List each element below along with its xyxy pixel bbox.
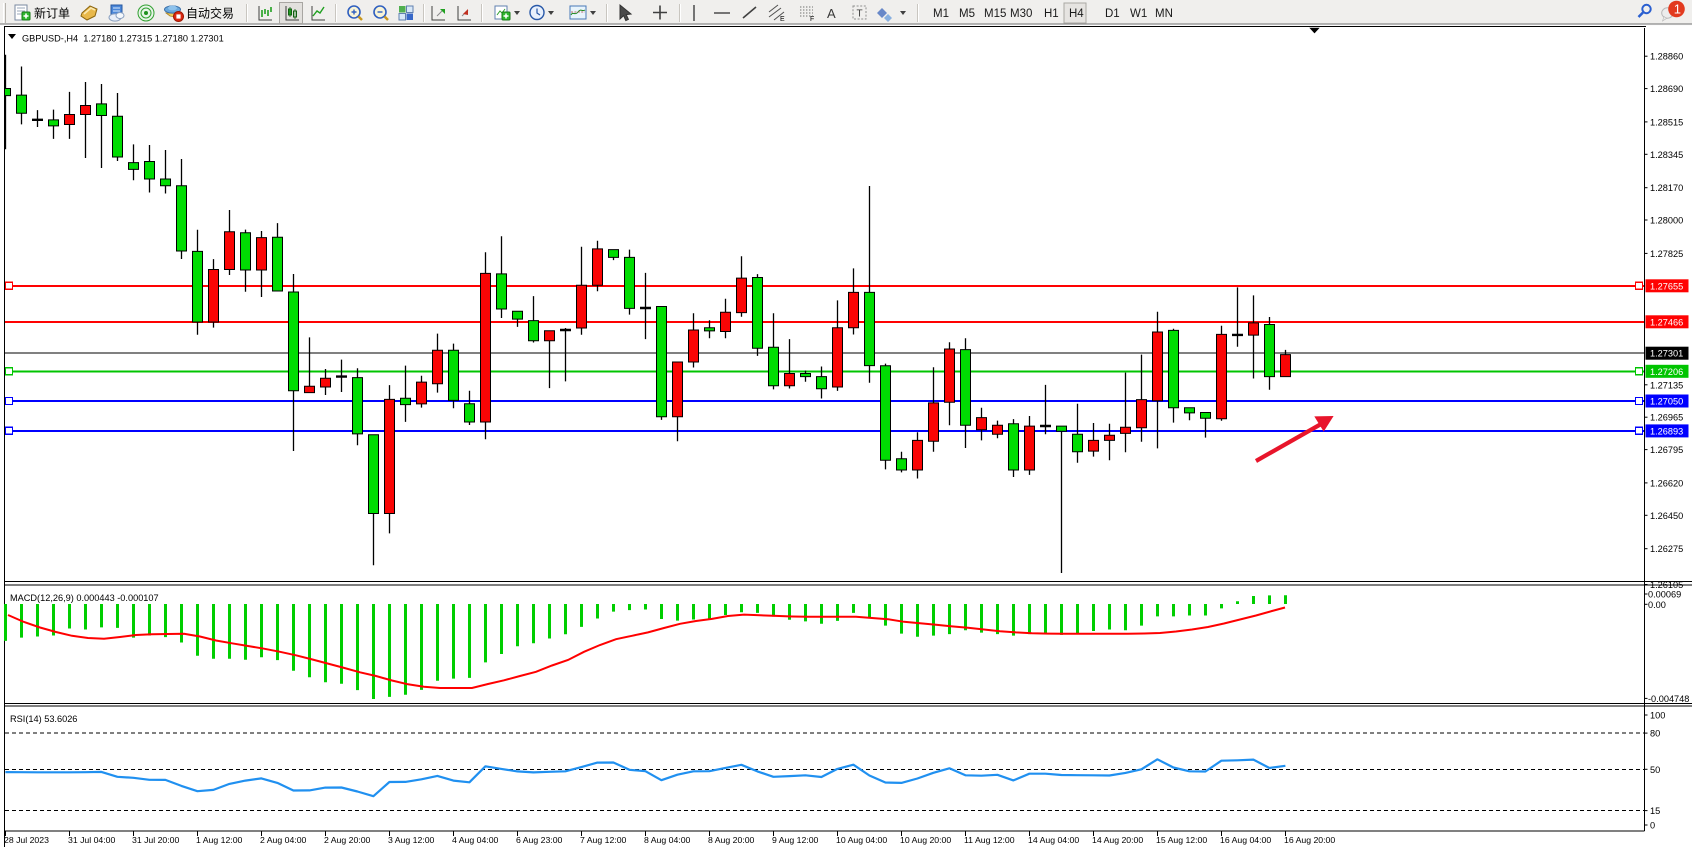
svg-text:1.27466: 1.27466 xyxy=(1650,317,1683,327)
svg-text:0.00069: 0.00069 xyxy=(1648,590,1681,600)
svg-text:1: 1 xyxy=(1674,2,1681,17)
svg-text:8 Aug 04:00: 8 Aug 04:00 xyxy=(644,835,691,845)
svg-text:1.26893: 1.26893 xyxy=(1650,426,1683,436)
svg-text:16 Aug 04:00: 16 Aug 04:00 xyxy=(1220,835,1271,845)
svg-text:1.28690: 1.28690 xyxy=(1650,84,1683,94)
svg-text:6 Aug 23:00: 6 Aug 23:00 xyxy=(516,835,563,845)
svg-text:1.27301: 1.27301 xyxy=(1650,349,1683,359)
svg-text:W1: W1 xyxy=(1130,8,1147,20)
svg-text:1.26620: 1.26620 xyxy=(1650,478,1683,488)
svg-text:1.27135: 1.27135 xyxy=(1650,380,1683,390)
svg-text:1.27825: 1.27825 xyxy=(1650,249,1683,259)
svg-text:D1: D1 xyxy=(1105,8,1120,20)
svg-text:2 Aug 04:00: 2 Aug 04:00 xyxy=(260,835,307,845)
svg-text:RSI(14) 53.6026: RSI(14) 53.6026 xyxy=(10,714,77,724)
svg-text:10 Aug 04:00: 10 Aug 04:00 xyxy=(836,835,887,845)
svg-text:新订单: 新订单 xyxy=(34,6,70,21)
svg-text:10 Aug 20:00: 10 Aug 20:00 xyxy=(900,835,951,845)
svg-text:1.28345: 1.28345 xyxy=(1650,150,1683,160)
svg-text:1.28170: 1.28170 xyxy=(1650,183,1683,193)
svg-text:H4: H4 xyxy=(1069,8,1084,20)
svg-text:9 Aug 12:00: 9 Aug 12:00 xyxy=(772,835,819,845)
svg-text:GBPUSD-,H4 1.27180 1.27315 1.: GBPUSD-,H4 1.27180 1.27315 1.27180 1.273… xyxy=(22,34,224,44)
svg-text:31 Jul 04:00: 31 Jul 04:00 xyxy=(68,835,116,845)
svg-text:A: A xyxy=(827,6,836,21)
svg-text:0.00: 0.00 xyxy=(1648,600,1666,610)
svg-text:1.26795: 1.26795 xyxy=(1650,445,1683,455)
svg-text:16 Aug 20:00: 16 Aug 20:00 xyxy=(1284,835,1335,845)
svg-text:MACD(12,26,9) 0.000443 -0.0001: MACD(12,26,9) 0.000443 -0.000107 xyxy=(10,593,159,603)
svg-text:31 Jul 20:00: 31 Jul 20:00 xyxy=(132,835,180,845)
svg-text:1.28000: 1.28000 xyxy=(1650,216,1683,226)
svg-text:M5: M5 xyxy=(959,8,975,20)
svg-text:M30: M30 xyxy=(1010,8,1032,20)
svg-text:M15: M15 xyxy=(984,8,1006,20)
svg-text:1.26450: 1.26450 xyxy=(1650,511,1683,521)
svg-text:1.28515: 1.28515 xyxy=(1650,117,1683,127)
svg-text:3 Aug 12:00: 3 Aug 12:00 xyxy=(388,835,435,845)
svg-text:H1: H1 xyxy=(1044,8,1059,20)
svg-text:自动交易: 自动交易 xyxy=(186,6,234,21)
svg-text:1.26105: 1.26105 xyxy=(1650,580,1683,590)
svg-text:14 Aug 04:00: 14 Aug 04:00 xyxy=(1028,835,1079,845)
svg-text:MN: MN xyxy=(1155,8,1173,20)
svg-text:80: 80 xyxy=(1650,729,1660,739)
svg-text:15: 15 xyxy=(1650,806,1660,816)
svg-text:4 Aug 04:00: 4 Aug 04:00 xyxy=(452,835,499,845)
svg-text:15 Aug 12:00: 15 Aug 12:00 xyxy=(1156,835,1207,845)
svg-text:-0.004748: -0.004748 xyxy=(1648,694,1689,704)
svg-text:1 Aug 12:00: 1 Aug 12:00 xyxy=(196,835,243,845)
svg-text:100: 100 xyxy=(1650,711,1665,721)
svg-text:7 Aug 12:00: 7 Aug 12:00 xyxy=(580,835,627,845)
svg-text:1.26965: 1.26965 xyxy=(1650,413,1683,423)
svg-text:1.27655: 1.27655 xyxy=(1650,281,1683,291)
svg-text:11 Aug 12:00: 11 Aug 12:00 xyxy=(964,835,1015,845)
svg-text:E: E xyxy=(780,16,785,23)
svg-text:50: 50 xyxy=(1650,765,1660,775)
svg-text:28 Jul 2023: 28 Jul 2023 xyxy=(4,835,49,845)
svg-text:0: 0 xyxy=(1650,821,1655,831)
svg-text:1.27206: 1.27206 xyxy=(1650,367,1683,377)
svg-text:M1: M1 xyxy=(933,8,949,20)
svg-text:14 Aug 20:00: 14 Aug 20:00 xyxy=(1092,835,1143,845)
svg-text:1.27050: 1.27050 xyxy=(1650,397,1683,407)
svg-text:F: F xyxy=(810,16,814,23)
svg-text:8 Aug 20:00: 8 Aug 20:00 xyxy=(708,835,755,845)
svg-text:1.26275: 1.26275 xyxy=(1650,544,1683,554)
svg-text:T: T xyxy=(857,9,863,20)
svg-text:2 Aug 20:00: 2 Aug 20:00 xyxy=(324,835,371,845)
svg-text:1.28860: 1.28860 xyxy=(1650,52,1683,62)
